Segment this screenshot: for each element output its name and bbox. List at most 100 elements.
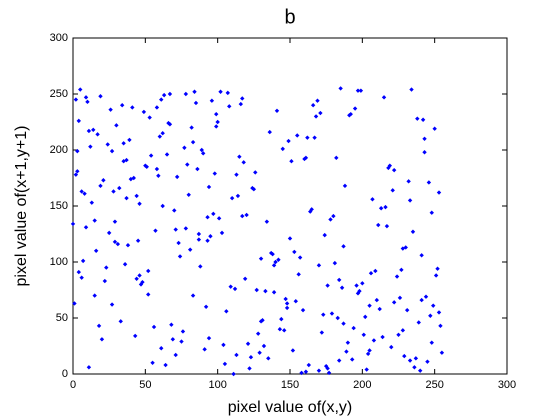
scatter-point	[229, 195, 235, 201]
x-tick-label: 250	[425, 379, 443, 391]
scatter-point	[234, 172, 239, 177]
scatter-point	[383, 204, 388, 210]
scatter-point	[201, 151, 206, 156]
scatter-point	[106, 230, 112, 236]
scatter-point	[75, 148, 80, 154]
scatter-point	[429, 210, 434, 215]
scatter-point	[135, 238, 141, 243]
scatter-point	[238, 101, 244, 107]
scatter-point	[409, 87, 414, 92]
x-tick-label: 300	[498, 379, 516, 391]
scatter-point	[91, 127, 96, 133]
scatter-point	[147, 115, 152, 120]
scatter-point	[119, 103, 125, 108]
scatter-point	[277, 327, 283, 332]
scatter-point	[83, 95, 89, 100]
y-tick-label: 150	[50, 200, 68, 212]
scatter-point	[297, 255, 303, 260]
scatter-point	[351, 325, 356, 331]
scatter-point	[133, 333, 138, 339]
scatter-point	[368, 271, 374, 276]
scatter-point	[216, 216, 222, 221]
scatter-point	[134, 276, 139, 281]
scatter-point	[219, 230, 225, 236]
scatter-point	[355, 88, 361, 93]
scatter-point	[435, 266, 440, 271]
scatter-point	[400, 328, 406, 333]
scatter-point	[413, 356, 419, 361]
scatter-point	[186, 192, 191, 197]
scatter-point	[156, 173, 161, 178]
scatter-point	[264, 219, 270, 224]
scatter-point	[339, 285, 345, 290]
scatter-point	[348, 111, 353, 117]
scatter-point	[358, 88, 364, 93]
scatter-point	[345, 340, 351, 345]
scatter-point	[303, 155, 309, 161]
scatter-point	[376, 222, 381, 228]
scatter-point	[70, 221, 76, 227]
scatter-point	[222, 361, 228, 367]
scatter-point	[209, 98, 215, 103]
scatter-point	[228, 284, 233, 289]
scatter-point	[170, 337, 176, 342]
scatter-point	[153, 228, 158, 233]
scatter-point	[342, 183, 348, 189]
scatter-point	[104, 265, 109, 270]
y-tick-label: 300	[50, 32, 68, 44]
plot-frame	[72, 37, 508, 375]
scatter-point	[124, 195, 129, 201]
scatter-point	[99, 337, 105, 342]
scatter-point	[381, 95, 387, 100]
scatter-point	[157, 134, 162, 139]
scatter-point	[75, 169, 80, 174]
scatter-point	[214, 111, 219, 117]
scatter-point	[400, 246, 406, 251]
scatter-point	[271, 263, 277, 268]
scatter-point	[82, 191, 87, 196]
scatter-point	[263, 288, 268, 294]
scatter-point	[240, 96, 245, 101]
scatter-point	[212, 171, 217, 176]
scatter-point	[316, 263, 322, 268]
scatter-point	[206, 335, 212, 341]
scatter-point	[312, 135, 317, 140]
scatter-point	[237, 154, 242, 159]
scatter-point	[426, 180, 432, 185]
scatter-point	[329, 311, 335, 316]
scatter-point	[159, 346, 164, 351]
scatter-point	[109, 148, 115, 154]
scatter-point	[115, 241, 121, 247]
scatter-point	[134, 193, 139, 199]
scatter-point	[92, 293, 97, 298]
scatter-point	[331, 213, 336, 219]
scatter-point	[390, 188, 395, 193]
scatter-point	[140, 279, 145, 285]
y-tick-label: 100	[50, 256, 68, 268]
scatter-point	[271, 290, 277, 295]
scatter-point	[183, 226, 189, 231]
scatter-point	[274, 108, 280, 113]
scatter-point	[112, 219, 118, 224]
scatter-point	[397, 295, 403, 301]
scatter-point	[111, 189, 116, 194]
scatter-point	[289, 159, 294, 164]
y-tick-label: 200	[50, 144, 68, 156]
y-tick-label: 250	[50, 88, 68, 100]
scatter-point	[79, 275, 84, 280]
scatter-point	[429, 340, 434, 345]
scatter-point	[336, 277, 342, 283]
scatter-point	[283, 296, 288, 302]
x-tick-label: 100	[208, 379, 226, 391]
scatter-point	[284, 305, 290, 311]
scatter-point	[159, 97, 164, 102]
scatter-point	[235, 193, 241, 199]
scatter-point	[137, 273, 142, 278]
scatter-point	[169, 322, 174, 327]
scatter-point	[198, 264, 203, 269]
scatter-point	[433, 273, 439, 278]
scatter-point	[182, 145, 187, 150]
scatter-point	[195, 166, 200, 172]
scatter-point	[76, 118, 81, 124]
